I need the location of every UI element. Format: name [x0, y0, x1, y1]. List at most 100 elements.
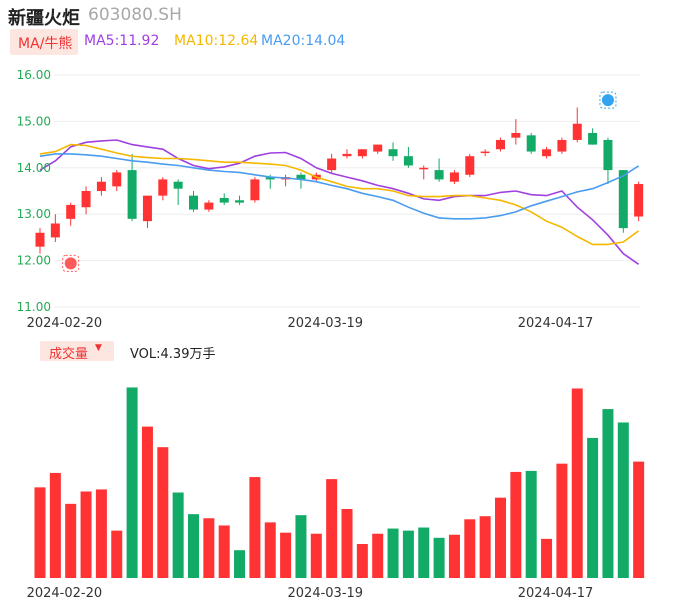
volume-bar [80, 491, 92, 578]
y-tick-label: 15.00 [17, 114, 51, 128]
volume-indicator-label[interactable]: 成交量 [49, 347, 89, 362]
ma20-line [39, 153, 640, 220]
candle-body [526, 135, 536, 152]
candle-body [388, 149, 398, 157]
bear-icon-frame [599, 91, 617, 109]
y-tick-label: 12.00 [17, 254, 51, 268]
markers [62, 91, 617, 272]
volume-bar [633, 461, 645, 578]
candle-body [66, 204, 76, 219]
candle-body [542, 149, 552, 157]
candle-body [434, 170, 444, 180]
ma5-value: MA5:11.92 [84, 33, 160, 49]
volume-bar [188, 514, 199, 578]
candle-body [496, 139, 505, 150]
candle-body [127, 170, 137, 219]
volume-bar [617, 422, 629, 578]
candle-body [112, 172, 122, 187]
volume-bar [433, 537, 445, 578]
candle-body [142, 195, 152, 222]
bull-icon [62, 254, 80, 272]
volume-bar [571, 388, 583, 578]
volume-bar [157, 447, 169, 578]
x-tick-label: 2024-02-20 [27, 586, 103, 601]
volume-bar [479, 516, 491, 578]
candle-body [373, 144, 383, 152]
candle-body [265, 177, 275, 180]
candle-body [296, 174, 306, 180]
volume-bar [264, 522, 276, 578]
price-axis: 16.00 15.00 14.00 13.00 12.00 11.00 [17, 68, 51, 314]
moving-averages [39, 139, 640, 265]
volume-bar [525, 470, 537, 578]
ma10-value: MA10:12.64 [174, 33, 259, 49]
candle-body [572, 123, 582, 140]
volume-bar [295, 515, 307, 578]
y-tick-label: 16.00 [17, 68, 51, 82]
bear-icon [599, 91, 617, 109]
volume-bar [602, 409, 614, 578]
x-tick-label: 2024-03-19 [288, 586, 364, 601]
candle-body [603, 139, 613, 171]
candle-body [327, 158, 337, 171]
candle-body [511, 133, 521, 138]
volume-bars [34, 387, 645, 578]
stock-name: 新疆火炬 [8, 8, 80, 29]
volume-bar [95, 489, 107, 578]
bull-icon-frame [62, 254, 80, 272]
candle-body [250, 179, 260, 201]
volume-bar [172, 492, 184, 578]
candle-body [357, 149, 367, 157]
candle-body [173, 181, 183, 189]
volume-bar [587, 437, 599, 578]
candle-body [634, 184, 644, 217]
volume-bar [372, 533, 384, 578]
volume-bar [418, 527, 430, 578]
y-tick-label: 13.00 [17, 207, 51, 221]
volume-bar [541, 538, 553, 578]
volume-bar [310, 533, 322, 578]
volume-bar [341, 508, 353, 578]
candle-body [158, 179, 168, 196]
volume-value: VOL:4.39万手 [130, 347, 216, 362]
ma-indicator-selector[interactable] [10, 29, 78, 55]
volume-bar [464, 519, 476, 578]
volume-bar [65, 503, 77, 578]
candle-body [50, 223, 60, 238]
volume-indicator-selector[interactable] [40, 341, 114, 361]
volume-bar [49, 472, 61, 578]
candle-body [480, 151, 490, 154]
volume-bar [448, 534, 460, 578]
volume-bar [234, 550, 246, 578]
x-tick-label: 2024-02-20 [27, 316, 103, 331]
volume-bar [402, 530, 414, 578]
volume-bar [218, 525, 230, 578]
ma-indicator-label[interactable]: MA/牛熊 [18, 36, 73, 52]
candle-body [35, 232, 45, 247]
candle-body [189, 195, 198, 210]
volume-bar [387, 528, 399, 578]
volume-bar [356, 544, 368, 578]
x-tick-label: 2024-04-17 [518, 316, 594, 331]
ma5-line [39, 139, 640, 265]
x-tick-label: 2024-03-19 [288, 316, 364, 331]
volume-bar [510, 471, 522, 578]
candle-body [419, 167, 429, 170]
candle-body [588, 133, 598, 145]
candle-body [96, 181, 106, 191]
volume-bar [34, 487, 46, 578]
volume-bar [249, 477, 261, 578]
candle-body [449, 172, 459, 182]
ma10-line [39, 143, 640, 246]
ma20-value: MA20:14.04 [261, 33, 346, 49]
volume-bar [326, 479, 338, 578]
candles [35, 107, 644, 254]
y-tick-label: 14.00 [17, 161, 51, 175]
candle-body [219, 197, 229, 203]
candle-body [235, 200, 245, 203]
volume-bar [495, 497, 506, 578]
candle-body [204, 202, 214, 210]
caret-down-icon[interactable]: ▼ [95, 343, 102, 353]
candle-body [81, 191, 91, 208]
